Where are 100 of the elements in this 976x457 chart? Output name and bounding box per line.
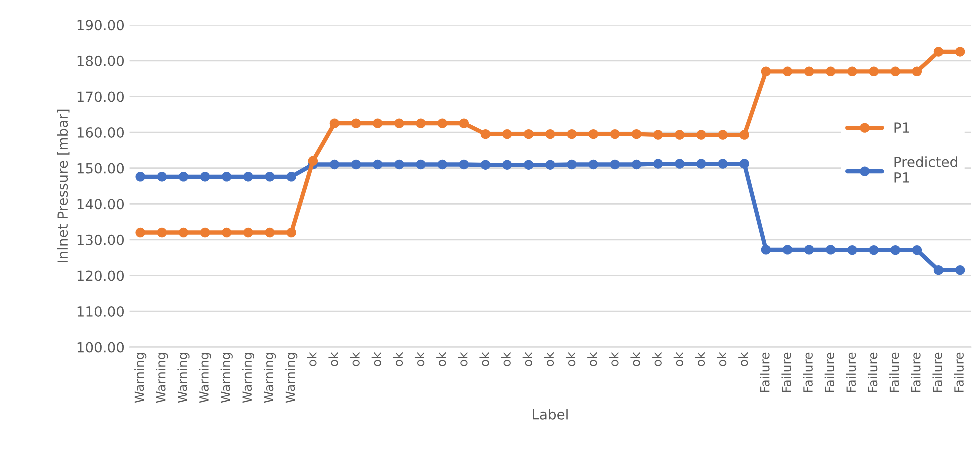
x-tick-label: Failure (782, 352, 792, 392)
x-tick-label: Warning (199, 353, 212, 404)
x-tick-label: ok (480, 352, 490, 366)
point (675, 159, 685, 169)
x-tick-label: ok (328, 352, 338, 366)
x-tick-label: ok (566, 352, 576, 366)
point (804, 245, 814, 255)
point (653, 159, 664, 169)
x-tick-label: ok (372, 352, 382, 366)
x-tick-label: ok (716, 352, 727, 366)
point (890, 66, 900, 77)
point (200, 172, 210, 182)
point (826, 245, 836, 255)
x-tick-label: Warning (178, 353, 190, 404)
x-tick-label: Warning (264, 353, 276, 404)
point (351, 118, 362, 128)
point (416, 160, 426, 170)
x-tick-label: Failure (760, 352, 770, 392)
point (502, 129, 512, 140)
y-tick-label: 160.00 (78, 128, 124, 138)
point (480, 129, 491, 140)
y-tick-label: 120.00 (78, 270, 124, 282)
point (804, 66, 814, 77)
point (265, 228, 275, 238)
point (675, 130, 685, 140)
point (934, 265, 944, 276)
point (567, 160, 577, 170)
point (394, 160, 404, 170)
point (546, 160, 556, 170)
point (244, 228, 254, 238)
point (265, 172, 275, 182)
point (373, 160, 383, 170)
point (222, 228, 232, 238)
point (524, 129, 534, 140)
point (330, 118, 340, 128)
point (826, 66, 836, 77)
point (286, 172, 296, 182)
point (869, 245, 879, 256)
point (588, 129, 598, 140)
x-tick-label: ok (544, 352, 554, 366)
x-axis-title: Label (533, 409, 568, 420)
point (459, 160, 470, 170)
x-tick-label: ok (350, 352, 360, 366)
point (955, 265, 966, 276)
point (394, 118, 404, 128)
point (718, 159, 728, 169)
point (480, 160, 491, 170)
x-tick-label: Failure (932, 352, 942, 392)
x-tick-label: Failure (911, 352, 921, 392)
x-tick-label: ok (652, 352, 662, 366)
point (588, 160, 598, 170)
point (438, 118, 448, 128)
y-tick-label: 170.00 (78, 92, 124, 102)
point (502, 160, 512, 170)
point (696, 130, 706, 140)
x-tick-label: Warning (134, 353, 147, 404)
y-tick-label: 100.00 (78, 342, 124, 353)
point (740, 159, 750, 169)
point (157, 172, 168, 182)
x-tick-label: Failure (868, 352, 878, 392)
point (848, 245, 858, 256)
point (546, 129, 556, 140)
point (610, 129, 620, 140)
y-axis-title: Inlnet Pressure [mbar] (57, 110, 70, 262)
point (912, 66, 922, 77)
point (244, 172, 254, 182)
x-tick-label: ok (695, 352, 706, 366)
point (782, 245, 793, 255)
point (222, 172, 232, 182)
point (524, 160, 534, 170)
point (178, 228, 189, 238)
legend-label: Predicted P1 (894, 156, 958, 183)
point (782, 66, 793, 77)
x-tick-label: Failure (954, 352, 964, 392)
x-tick-label: Failure (846, 352, 856, 392)
x-tick-label: Warning (220, 353, 233, 404)
point (416, 118, 426, 128)
legend-label: P1 (894, 122, 910, 133)
x-tick-label: Failure (890, 352, 900, 392)
point (740, 130, 750, 140)
point (136, 172, 146, 182)
x-tick-label: ok (393, 352, 404, 366)
x-tick-label: ok (414, 352, 425, 366)
point (330, 160, 340, 170)
point (912, 245, 922, 256)
y-tick-label: 130.00 (78, 234, 124, 246)
point (286, 228, 296, 238)
x-tick-label: ok (436, 352, 446, 366)
point (955, 47, 966, 57)
point (890, 245, 900, 256)
point (761, 245, 772, 255)
point (200, 228, 210, 238)
x-tick-label: ok (307, 352, 317, 366)
point (934, 47, 944, 57)
x-tick-label: ok (609, 352, 619, 366)
point (373, 118, 383, 128)
point (632, 160, 642, 170)
y-tick-label: 150.00 (78, 163, 124, 174)
x-tick-label: Failure (824, 352, 835, 392)
y-tick-label: 190.00 (78, 20, 124, 31)
